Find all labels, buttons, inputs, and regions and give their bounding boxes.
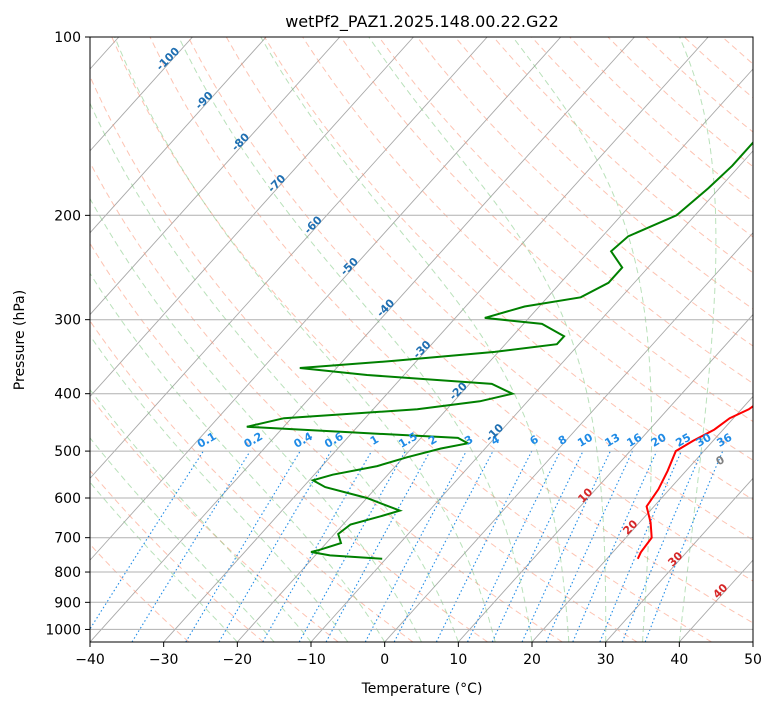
dry-adiabat-lines: [90, 37, 753, 642]
y-tick-label: 600: [54, 491, 81, 507]
y-tick-label: 200: [54, 208, 81, 224]
dry-adiabat-line: [90, 543, 190, 642]
dry-adiabat-line: [149, 37, 753, 624]
moist-adiabat-line: [678, 37, 717, 642]
x-tick-label: −20: [223, 652, 253, 668]
isotherm-line: [90, 37, 193, 152]
mixing-ratio-line: [435, 450, 533, 642]
isotherm-line: [90, 37, 635, 642]
x-tick-label: 40: [670, 652, 688, 668]
y-tick-label: 1000: [45, 622, 81, 638]
dry-adiabat-line: [90, 469, 264, 642]
mixing-ratio-lines: [90, 450, 724, 642]
dry-adiabat-line: [90, 161, 563, 642]
y-tick-label: 300: [54, 313, 81, 329]
temperature-profile-line: [636, 225, 753, 560]
mixing-ratio-line: [90, 450, 204, 630]
y-axis: 1000 900 800 700 600 500 400 300 200 100: [45, 30, 90, 638]
isotherm-line: [531, 395, 753, 642]
dry-adiabat-line: [90, 395, 339, 642]
moist-adiabat-lines: [90, 37, 717, 642]
mixing-ratio-line: [572, 450, 658, 642]
y-axis-label: Pressure (hPa): [12, 290, 28, 390]
x-tick-label: −30: [149, 652, 179, 668]
sounding-profiles: [246, 141, 753, 560]
dry-adiabat-line: [416, 37, 753, 347]
y-tick-label: 400: [54, 387, 81, 403]
isotherm-lines: [90, 37, 753, 642]
x-tick-label: 0: [380, 652, 389, 668]
y-tick-label: 700: [54, 531, 81, 547]
moist-adiabat-line: [90, 437, 275, 642]
dry-adiabat-line: [90, 320, 414, 642]
isotherm-line: [457, 313, 753, 642]
mixing-ratio-line: [621, 450, 703, 642]
moist-adiabat-line: [90, 102, 459, 642]
moist-adiabat-line: [368, 37, 607, 642]
isotherm-line: [163, 37, 709, 642]
x-axis: −40 −30 −20 −10 0 10 20 30 40 50: [75, 642, 762, 668]
dewpoint-profile-line: [246, 141, 753, 560]
mixing-ratio-line: [644, 450, 724, 642]
mixing-ratio-line: [364, 450, 467, 642]
plot-frame: [89, 36, 754, 643]
x-tick-label: 10: [449, 652, 467, 668]
mixing-ratio-line: [545, 450, 633, 642]
x-tick-label: −10: [296, 652, 326, 668]
y-tick-label: 900: [54, 595, 81, 611]
x-tick-label: 50: [744, 652, 762, 668]
mixing-ratio-line: [325, 450, 431, 642]
isotherm-line: [90, 37, 488, 480]
moist-adiabat-line: [178, 37, 533, 642]
y-tick-label: 100: [54, 30, 81, 46]
x-tick-label: 30: [597, 652, 615, 668]
isotherm-line: [384, 232, 753, 642]
y-tick-label: 500: [54, 444, 81, 460]
moist-adiabat-line: [90, 334, 349, 642]
chart-title: wetPf2_PAZ1.2025.148.00.22.G22: [285, 12, 559, 32]
x-tick-label: 20: [523, 652, 541, 668]
isotherm-line: [236, 68, 753, 642]
isotherm-line: [90, 37, 414, 398]
dry-adiabat-line: [90, 242, 488, 642]
moist-adiabat-line: [260, 37, 570, 642]
isotherm-line: [90, 37, 267, 234]
mixing-ratio-line: [298, 450, 406, 642]
x-axis-label: Temperature (°C): [361, 681, 483, 697]
x-tick-label: −40: [75, 652, 105, 668]
isotherm-line: [90, 37, 562, 561]
mixing-ratio-line: [599, 450, 682, 642]
moist-adiabat-line: [90, 388, 312, 642]
dry-adiabat-line: [111, 37, 712, 642]
isotherm-line: [310, 150, 753, 642]
dry-adiabat-line: [454, 37, 753, 310]
y-tick-label: 800: [54, 565, 81, 581]
moist-adiabat-line: [114, 37, 496, 642]
isotherm-line: [90, 37, 341, 316]
isobar-grid: [90, 37, 753, 630]
moist-adiabat-line: [90, 272, 386, 642]
mixing-ratio-line: [131, 450, 251, 642]
moist-adiabat-line: [512, 37, 653, 642]
moist-adiabat-line: [90, 481, 238, 642]
isotherm-line: [605, 477, 753, 642]
